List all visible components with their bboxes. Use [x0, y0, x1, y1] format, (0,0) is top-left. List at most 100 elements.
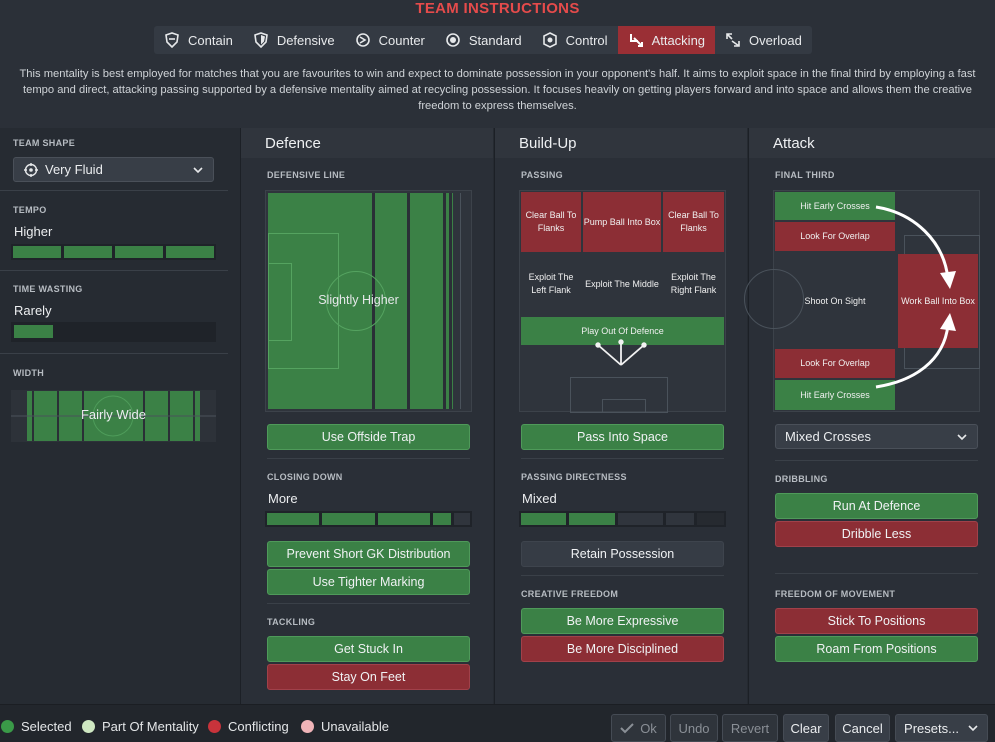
be-more-expressive-button[interactable]: Be More Expressive [521, 608, 724, 634]
build-up-column: Build-Up PASSING Clear Ball To Flanks Pu… [494, 128, 747, 704]
standard-icon [446, 33, 460, 47]
tab-contain[interactable]: Contain [154, 26, 243, 54]
ok-label: Ok [640, 720, 657, 736]
get-stuck-in-button[interactable]: Get Stuck In [267, 636, 470, 662]
dribble-less-button[interactable]: Dribble Less [775, 521, 978, 547]
pass-into-space-button[interactable]: Pass Into Space [521, 424, 724, 450]
tab-label: Control [565, 32, 608, 48]
hit-early-crosses-top-cell[interactable]: Hit Early Crosses [775, 192, 895, 220]
width-label: WIDTH [13, 368, 44, 378]
exploit-left-cell[interactable]: Exploit The Left Flank [528, 272, 574, 295]
tab-label: Standard [468, 32, 522, 48]
width-value: Fairly Wide [80, 407, 146, 422]
roam-from-positions-button[interactable]: Roam From Positions [775, 636, 978, 662]
page-title: TEAM INSTRUCTIONS [415, 0, 580, 17]
clear-button[interactable]: Clear [783, 714, 829, 742]
tab-label: Defensive [276, 32, 335, 48]
run-at-defence-button[interactable]: Run At Defence [775, 493, 978, 519]
passing-directness-value: Mixed [522, 491, 557, 506]
selected-dot-icon [1, 720, 14, 733]
stay-on-feet-button[interactable]: Stay On Feet [267, 664, 470, 690]
shield-icon [253, 32, 268, 48]
passing-directness-slider[interactable] [519, 511, 726, 527]
presets-label: Presets... [904, 720, 959, 736]
shape-icon [24, 162, 38, 177]
time-wasting-label: TIME WASTING [13, 284, 83, 294]
presets-button[interactable]: Presets... [895, 714, 988, 742]
team-shape-label: TEAM SHAPE [13, 138, 76, 148]
revert-button[interactable]: Revert [722, 714, 778, 742]
tab-label: Counter [378, 32, 425, 48]
ok-button[interactable]: Ok [611, 714, 666, 742]
tab-control[interactable]: Control [532, 26, 618, 54]
legend-label: Selected [21, 719, 72, 734]
legend-selected: Selected [1, 719, 72, 734]
closing-down-label: CLOSING DOWN [267, 472, 343, 482]
tempo-slider[interactable] [11, 244, 216, 260]
tab-label: Overload [749, 32, 802, 48]
attack-column: Attack FINAL THIRD Hit Early Crosses Loo… [744, 128, 995, 704]
hit-early-crosses-bottom-cell[interactable]: Hit Early Crosses [775, 380, 895, 410]
cancel-button[interactable]: Cancel [835, 714, 890, 742]
width-pitch[interactable] [11, 390, 216, 442]
be-more-disciplined-button[interactable]: Be More Disciplined [521, 636, 724, 662]
clear-ball-left-cell[interactable]: Clear Ball To Flanks [521, 192, 581, 252]
header: TEAM INSTRUCTIONS Contain Defensive Coun… [0, 0, 995, 128]
tab-standard[interactable]: Standard [435, 26, 532, 54]
defence-column: Defence DEFENSIVE LINE Slightly Higher U… [240, 128, 493, 704]
tab-counter[interactable]: Counter [345, 26, 435, 54]
use-offside-trap-button[interactable]: Use Offside Trap [267, 424, 470, 450]
attack-title: Attack [749, 128, 995, 158]
chevron-down-icon [968, 725, 978, 732]
undo-button[interactable]: Undo [670, 714, 718, 742]
control-icon [542, 32, 557, 48]
shoot-on-sight-cell[interactable]: Shoot On Sight [804, 295, 866, 306]
look-for-overlap-top-cell[interactable]: Look For Overlap [775, 222, 895, 251]
dribbling-label: DRIBBLING [775, 474, 828, 484]
clear-ball-right-cell[interactable]: Clear Ball To Flanks [663, 192, 724, 252]
time-wasting-slider[interactable] [11, 322, 216, 342]
tab-label: Contain [188, 32, 233, 48]
tab-overload[interactable]: Overload [715, 26, 812, 54]
legend-part-of-mentality: Part Of Mentality [82, 719, 199, 734]
passing-label: PASSING [521, 170, 563, 180]
closing-down-value: More [268, 491, 298, 506]
passing-pitch: Clear Ball To Flanks Pump Ball Into Box … [519, 190, 726, 413]
tackling-label: TACKLING [267, 617, 316, 627]
prevent-short-gk-distribution-button[interactable]: Prevent Short GK Distribution [267, 541, 470, 567]
legend-conflicting: Conflicting [208, 719, 289, 734]
team-shape-value: Very Fluid [45, 162, 103, 177]
contain-icon [165, 32, 179, 48]
mentality-description: This mentality is best employed for matc… [19, 68, 976, 112]
legend-unavailable: Unavailable [301, 719, 389, 734]
freedom-of-movement-label: FREEDOM OF MOVEMENT [775, 589, 896, 599]
tab-defensive[interactable]: Defensive [243, 26, 345, 54]
tab-attacking[interactable]: Attacking [617, 26, 716, 54]
mentality-dot-icon [82, 720, 95, 733]
chevron-down-icon [957, 433, 967, 440]
stick-to-positions-button[interactable]: Stick To Positions [775, 608, 978, 634]
pump-ball-cell[interactable]: Pump Ball Into Box [583, 192, 661, 252]
crosses-dropdown[interactable]: Mixed Crosses [775, 424, 978, 449]
exploit-middle-cell[interactable]: Exploit The Middle [585, 278, 659, 289]
overload-icon [726, 33, 740, 47]
work-ball-into-box-cell[interactable]: Work Ball Into Box [898, 254, 978, 348]
look-for-overlap-bottom-cell[interactable]: Look For Overlap [775, 349, 895, 378]
exploit-right-cell[interactable]: Exploit The Right Flank [670, 272, 717, 295]
footer: Selected Part Of Mentality Conflicting U… [0, 704, 995, 742]
retain-possession-button[interactable]: Retain Possession [521, 541, 724, 567]
chevron-down-icon [193, 166, 203, 173]
use-tighter-marking-button[interactable]: Use Tighter Marking [267, 569, 470, 595]
defensive-line-pitch[interactable]: Slightly Higher [265, 190, 472, 412]
closing-down-slider[interactable] [265, 511, 472, 527]
final-third-label: FINAL THIRD [775, 170, 835, 180]
conflicting-dot-icon [208, 720, 221, 733]
tempo-label: TEMPO [13, 205, 47, 215]
attacking-icon [629, 34, 643, 47]
crosses-value: Mixed Crosses [785, 429, 871, 444]
defensive-line-label: DEFENSIVE LINE [267, 170, 346, 180]
passing-directness-label: PASSING DIRECTNESS [521, 472, 627, 482]
team-shape-dropdown[interactable]: Very Fluid [13, 157, 214, 182]
play-out-arrows-icon [595, 339, 647, 366]
build-up-title: Build-Up [495, 128, 747, 158]
